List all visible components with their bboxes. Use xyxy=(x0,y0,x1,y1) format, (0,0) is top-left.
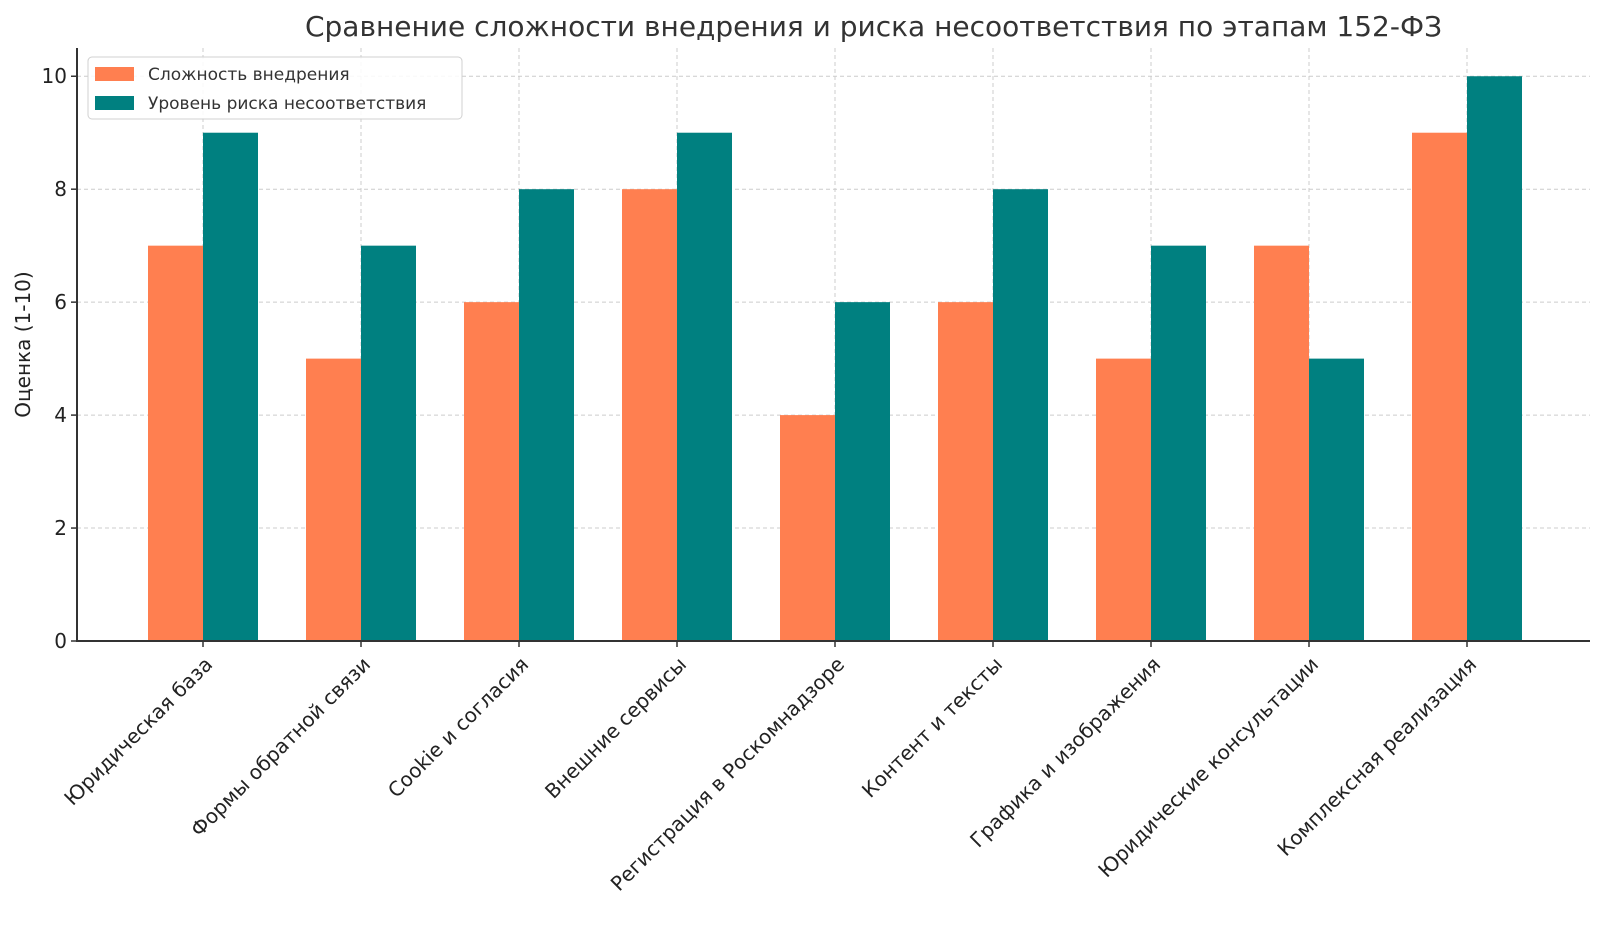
bar-complexity xyxy=(148,245,203,641)
y-ticks: 0 2 4 6 8 10 xyxy=(42,64,77,653)
chart-title: Сравнение сложности внедрения и риска не… xyxy=(305,10,1442,43)
x-tick-label: Cookie и согласия xyxy=(383,652,533,802)
y-tick-label: 6 xyxy=(54,290,67,314)
x-tick-label: Контент и тексты xyxy=(857,652,1007,802)
bar-risk xyxy=(1467,76,1522,641)
y-tick-label: 10 xyxy=(42,64,67,88)
bar-risk xyxy=(1309,358,1364,641)
bar-risk xyxy=(1151,245,1206,641)
bar-complexity xyxy=(1096,358,1151,641)
bar-risk xyxy=(993,189,1048,641)
bar-complexity xyxy=(464,302,519,641)
legend-swatch xyxy=(95,67,134,81)
bar-complexity xyxy=(938,302,993,641)
legend-label: Уровень риска несоответствия xyxy=(148,94,426,114)
y-tick-label: 8 xyxy=(54,177,67,201)
bar-risk xyxy=(677,132,732,641)
bar-risk xyxy=(361,245,416,641)
bar-risk xyxy=(203,132,258,641)
bars-layer xyxy=(148,76,1522,641)
bar-risk xyxy=(519,189,574,641)
x-tick-label: Юридическая база xyxy=(59,652,217,810)
legend-label: Сложность внедрения xyxy=(148,65,350,85)
bar-complexity xyxy=(1412,132,1467,641)
bar-complexity xyxy=(622,189,677,641)
y-tick-label: 4 xyxy=(54,403,67,427)
bar-complexity xyxy=(306,358,361,641)
bar-risk xyxy=(835,302,890,641)
y-axis-label: Оценка (1-10) xyxy=(11,271,35,417)
y-tick-label: 2 xyxy=(54,516,67,540)
y-tick-label: 0 xyxy=(54,629,67,653)
bar-complexity xyxy=(780,415,835,641)
bar-complexity xyxy=(1254,245,1309,641)
legend-box xyxy=(87,56,463,120)
x-tick-label: Формы обратной связи xyxy=(186,652,375,841)
legend-swatch xyxy=(95,96,134,110)
axes-layer xyxy=(76,48,1590,642)
x-tick-label: Внешние сервисы xyxy=(540,652,691,803)
legend: Сложность внедрения Уровень риска несоотв… xyxy=(87,56,463,120)
